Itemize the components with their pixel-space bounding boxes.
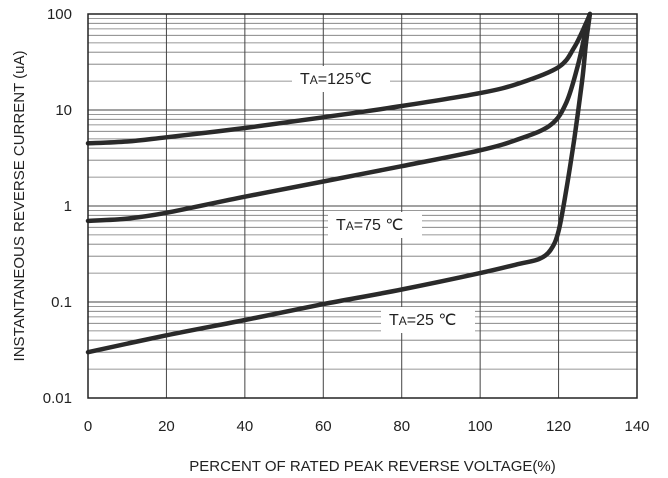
x-axis-title: PERCENT OF RATED PEAK REVERSE VOLTAGE(%) <box>189 458 555 475</box>
series-line <box>85 11 593 224</box>
y-tick-label: 1 <box>64 198 72 215</box>
series-layer <box>85 11 593 355</box>
x-tick-label: 20 <box>158 418 175 435</box>
x-tick-label: 80 <box>393 418 410 435</box>
curve-labels: TA=125℃ TA=75 ℃ TA=25 ℃ <box>292 66 475 333</box>
series-label: TA=75 ℃ <box>336 217 403 234</box>
series-line <box>85 11 593 146</box>
x-tick-label: 140 <box>624 418 649 435</box>
plot-frame <box>87 13 638 399</box>
x-tick-label: 100 <box>468 418 493 435</box>
x-tick-label: 120 <box>546 418 571 435</box>
series-label-bg <box>328 212 422 238</box>
x-tick-label: 40 <box>237 418 254 435</box>
series-line <box>85 11 593 355</box>
x-tick-label: 0 <box>84 418 92 435</box>
series-label: TA=25 ℃ <box>389 312 456 329</box>
y-tick-label: 100 <box>47 6 72 23</box>
y-axis-title: INSTANTANEOUS REVERSE CURRENT (uA) <box>11 51 28 362</box>
series-label-bg <box>381 307 475 333</box>
y-tick-labels: 0.01 0.1 1 10 100 <box>43 6 72 407</box>
y-tick-label: 10 <box>55 102 72 119</box>
y-tick-label: 0.01 <box>43 390 72 407</box>
series-label-bg <box>292 66 390 92</box>
x-tick-label: 60 <box>315 418 332 435</box>
y-tick-label: 0.1 <box>51 294 72 311</box>
series-label: TA=125℃ <box>300 71 372 88</box>
x-tick-labels: 0 20 40 60 80 100 120 140 <box>84 418 650 435</box>
